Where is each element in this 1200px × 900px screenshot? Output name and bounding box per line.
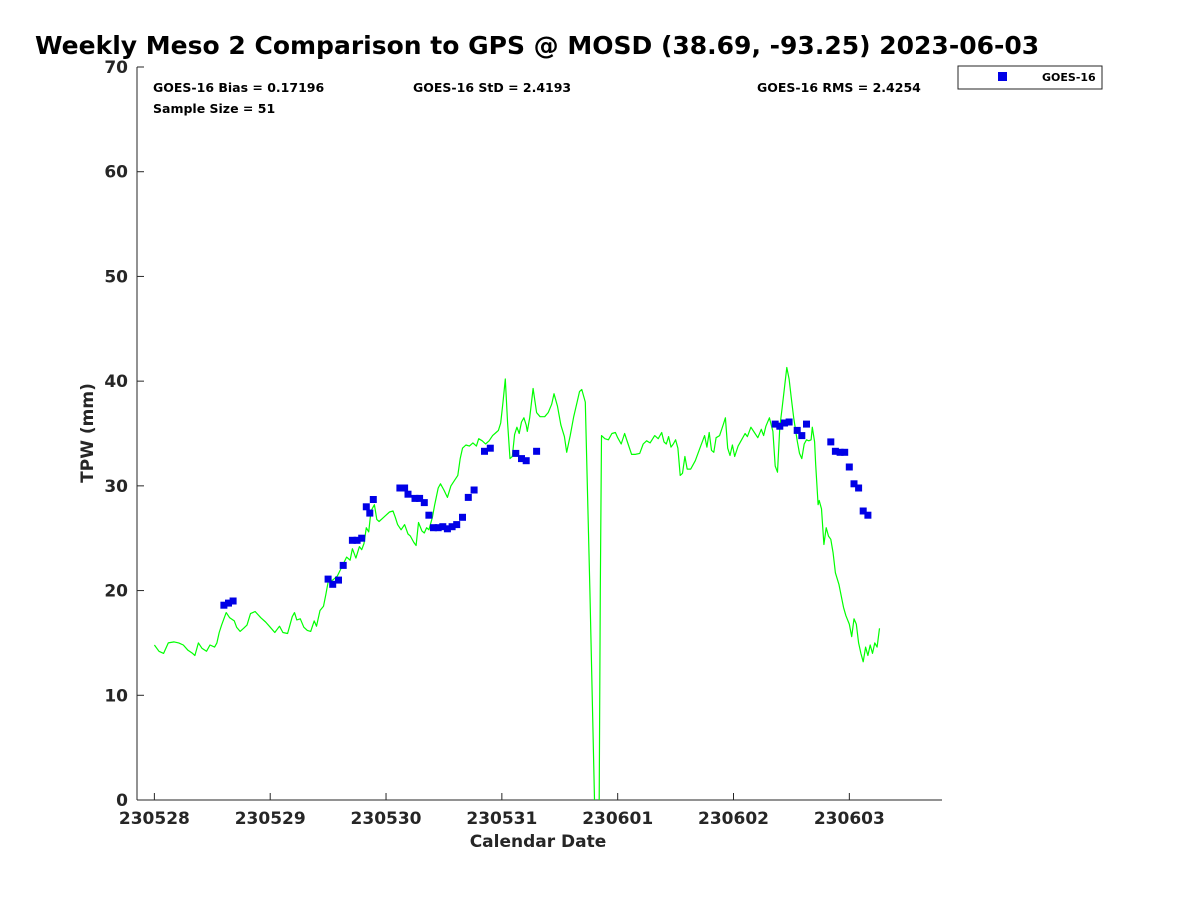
legend: GOES-16 xyxy=(957,65,1103,90)
goes16-data-point xyxy=(464,493,472,501)
goes16-data-point xyxy=(533,447,541,455)
x-tick-label: 230528 xyxy=(119,809,190,829)
y-tick-label: 0 xyxy=(116,791,128,811)
legend-marker-goes16 xyxy=(998,72,1007,81)
x-tick-label: 230530 xyxy=(351,809,422,829)
goes16-data-point xyxy=(430,524,437,532)
goes16-data-point xyxy=(776,422,784,430)
goes16-data-point xyxy=(348,536,356,544)
y-tick-label: 10 xyxy=(104,686,128,706)
y-tick-label: 20 xyxy=(104,582,128,602)
x-tick-label: 230602 xyxy=(698,809,769,829)
goes16-data-point xyxy=(329,580,337,588)
goes16-data-point xyxy=(366,509,374,517)
goes16-data-point xyxy=(401,484,409,492)
goes16-data-point xyxy=(443,525,451,533)
goes16-data-point xyxy=(836,448,844,456)
goes16-data-point xyxy=(470,486,478,494)
y-axis-label: TPW (mm) xyxy=(78,383,98,483)
legend-label-goes16: GOES-16 xyxy=(1042,71,1096,84)
goes16-data-point xyxy=(855,484,863,492)
y-tick-label: 50 xyxy=(104,267,128,287)
goes16-data-point xyxy=(339,561,347,569)
x-tick-label: 230531 xyxy=(466,809,537,829)
goes16-data-point xyxy=(831,447,839,455)
goes16-data-point xyxy=(353,536,361,544)
goes16-data-point xyxy=(439,523,447,531)
goes16-data-point xyxy=(845,463,853,471)
bias-stat: GOES-16 Bias = 0.17196 xyxy=(153,80,324,95)
goes16-data-point xyxy=(481,447,488,455)
goes16-data-point xyxy=(369,496,377,503)
y-tick-label: 40 xyxy=(104,372,128,392)
y-tick-label: 60 xyxy=(104,163,128,183)
series-line-gps xyxy=(153,366,881,800)
goes16-data-point xyxy=(358,534,366,542)
goes16-data-point xyxy=(486,444,494,452)
goes16-data-point xyxy=(396,484,404,492)
x-tick-label: 230601 xyxy=(582,809,653,829)
legend-box xyxy=(957,65,1103,90)
goes16-data-point xyxy=(841,448,849,456)
axes xyxy=(136,67,942,801)
goes16-data-point xyxy=(362,503,370,511)
goes16-data-point xyxy=(459,513,466,521)
goes16-data-point xyxy=(803,420,810,428)
plot-area xyxy=(153,366,881,800)
y-ticks: 0 10 20 30 40 50 60 70 xyxy=(104,58,144,811)
chart-title: Weekly Meso 2 Comparison to GPS @ MOSD (… xyxy=(35,31,1039,60)
goes16-data-point xyxy=(518,455,525,463)
x-tick-label: 230603 xyxy=(814,809,885,829)
goes16-data-point xyxy=(448,523,456,531)
goes16-data-point xyxy=(798,432,806,440)
goes16-data-point xyxy=(793,426,801,434)
goes16-data-point xyxy=(220,601,228,609)
goes16-data-point xyxy=(411,494,419,502)
goes16-data-point xyxy=(785,418,793,426)
goes16-data-point xyxy=(827,438,835,446)
std-stat: GOES-16 StD = 2.4193 xyxy=(413,80,571,95)
goes16-data-point xyxy=(225,599,232,607)
goes16-data-point xyxy=(781,419,788,427)
goes16-data-point xyxy=(859,507,867,515)
goes16-data-point xyxy=(864,511,872,519)
sample-size-stat: Sample Size = 51 xyxy=(153,101,275,116)
goes16-data-point xyxy=(453,521,461,529)
goes16-data-point xyxy=(335,576,342,584)
goes16-data-point xyxy=(420,499,428,507)
goes16-data-point xyxy=(771,420,779,428)
goes16-data-point xyxy=(404,490,412,498)
goes16-data-point xyxy=(522,457,530,465)
goes16-data-point xyxy=(324,575,332,583)
y-tick-label: 70 xyxy=(104,58,128,78)
rms-stat: GOES-16 RMS = 2.4254 xyxy=(757,80,921,95)
goes16-data-point xyxy=(512,449,520,457)
goes16-data-point xyxy=(850,480,858,488)
x-axis-label: Calendar Date xyxy=(470,832,607,852)
goes16-data-point xyxy=(416,494,424,502)
goes16-data-point xyxy=(229,597,237,605)
x-tick-label: 230529 xyxy=(235,809,306,829)
y-tick-label: 30 xyxy=(104,477,128,497)
x-ticks: 230528 230529 230530 230531 230601 230602 2306… xyxy=(119,793,885,829)
goes16-data-point xyxy=(425,511,433,519)
goes16-data-point xyxy=(434,524,442,532)
